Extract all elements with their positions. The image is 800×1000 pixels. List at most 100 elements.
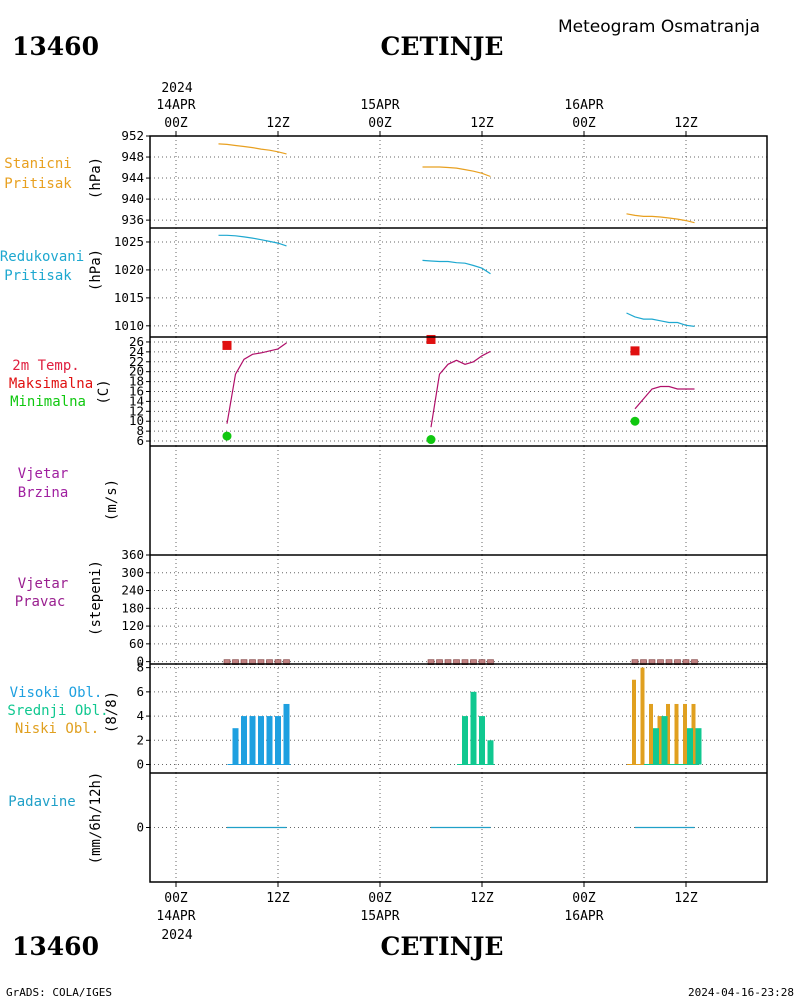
y-tick-label: 24 [129, 344, 144, 359]
temp-line [634, 385, 695, 410]
y-tick-label: 1020 [114, 262, 144, 277]
cloud-bar [232, 728, 239, 765]
temp-unit: (C) [96, 379, 112, 404]
top-date-label: 16APR [564, 98, 603, 113]
cloud-unit: (8/8) [104, 691, 120, 733]
y-tick-label: 14 [129, 393, 144, 408]
cloud-bar [258, 716, 264, 765]
precip-label: Padavine [8, 794, 75, 810]
panel-labels: Stanicni Pritisak (hPa) Redukovani Priti… [0, 156, 120, 864]
y-tick-label: 16 [129, 384, 144, 399]
precip-unit: (mm/6h/12h) [88, 772, 104, 865]
station-name-footer: CETINJE [381, 932, 504, 961]
panel-vjetar_brzina [175, 446, 687, 555]
redukovani-line [422, 259, 491, 275]
wind-speed-label-2: Brzina [18, 485, 69, 501]
footer-timestamp: 2024-04-16-23:28 [688, 986, 794, 999]
y-tick-label: 26 [129, 334, 144, 349]
redukovani-label-1: Redukovani [0, 249, 84, 265]
cloud-bar [649, 703, 653, 765]
bottom-hour-label: 00Z [368, 891, 392, 906]
bottom-date-label: 14APR [156, 909, 195, 924]
y-tick-label: 2 [136, 732, 144, 747]
y-tick-label: 12 [129, 403, 144, 418]
cloud-bar [241, 716, 247, 765]
temp-line [226, 342, 287, 424]
bottom-hour-label: 12Z [470, 891, 494, 906]
station-id: 13460 [12, 32, 99, 61]
temp-label-1: 2m Temp. [12, 358, 79, 374]
panel-vjetar_pravac: 0 60 120 180 240 300 360 [121, 547, 767, 669]
stanicni-line [218, 143, 287, 155]
stanicni-line [626, 213, 695, 224]
top-date-label: 15APR [360, 98, 399, 113]
min-temp-marker [630, 416, 640, 426]
y-tick-label: 300 [121, 565, 144, 580]
y-tick-label: 4 [136, 708, 144, 723]
series-layer [218, 143, 702, 829]
y-tick-label: 0 [136, 820, 144, 835]
y-tick-label: 6 [136, 433, 144, 448]
temp-line [430, 350, 491, 428]
top-hour-label: 12Z [674, 116, 698, 131]
cloud-label-mid: Srednji Obl. [7, 703, 108, 719]
stanicni-line [422, 166, 491, 178]
y-tick-label: 180 [121, 600, 144, 615]
y-tick-label: 1010 [114, 318, 144, 333]
y-tick-label: 1015 [114, 290, 144, 305]
bottom-hour-label: 12Z [674, 891, 698, 906]
redukovani-label-2: Pritisak [4, 268, 72, 284]
y-tick-label: 20 [129, 364, 144, 379]
bottom-hour-label: 00Z [164, 891, 188, 906]
cloud-bar [661, 716, 668, 765]
top-hour-label: 00Z [164, 116, 188, 131]
cloud-bar [249, 716, 256, 765]
cloud-label-low: Niski Obl. [15, 721, 99, 737]
top-hour-label: 00Z [368, 116, 392, 131]
wind-dir-label-1: Vjetar [18, 576, 69, 592]
wind-speed-label-1: Vjetar [18, 466, 69, 482]
min-temp-marker [222, 431, 232, 441]
cloud-bar [666, 703, 670, 765]
y-tick-label: 952 [121, 128, 144, 143]
footer-credit: GrADS: COLA/IGES [6, 986, 112, 999]
cloud-bar [266, 716, 273, 765]
bottom-date-label: 15APR [360, 909, 399, 924]
cloud-bar [487, 740, 494, 765]
y-tick-label: 6 [136, 684, 144, 699]
redukovani-unit: (hPa) [88, 249, 104, 291]
y-tick-label: 940 [121, 191, 144, 206]
y-tick-label: 948 [121, 149, 144, 164]
plot-frame [149, 135, 768, 883]
cloud-bar [275, 716, 281, 765]
redukovani-line [218, 234, 287, 247]
cloud-bar [691, 703, 696, 765]
cloud-bar [479, 716, 485, 765]
y-tick-label: 10 [129, 413, 144, 428]
cloud-label-high: Visoki Obl. [10, 685, 103, 701]
meteogram-subtitle: Meteogram Osmatranja [558, 17, 760, 37]
cloud-bar [640, 667, 645, 765]
cloud-bar [657, 716, 662, 765]
y-tick-label: 944 [121, 170, 144, 185]
station-name: CETINJE [381, 32, 504, 61]
max-temp-marker [222, 340, 232, 350]
y-tick-label: 360 [121, 547, 144, 562]
wind-dir-unit: (stepeni) [88, 560, 104, 636]
panel-stanicni: 936 940 944 948 952 [121, 128, 767, 228]
cloud-bar [470, 691, 477, 765]
stanicni-unit: (hPa) [88, 157, 104, 199]
y-tick-label: 8 [136, 660, 144, 675]
top-hour-label: 12Z [266, 116, 290, 131]
panel-group: 9369409449489521010101510201025681012141… [114, 128, 768, 887]
top-date-label: 14APR [156, 98, 195, 113]
panel-redukovani: 1010 1015 1020 1025 [114, 228, 767, 337]
panel-oblacnost: 0 2 4 6 8 [136, 660, 767, 773]
max-temp-marker [426, 334, 436, 344]
top-hour-label: 00Z [572, 116, 596, 131]
station-id-footer: 13460 [12, 932, 99, 961]
y-tick-label: 0 [136, 757, 144, 772]
cloud-bar [462, 716, 468, 765]
